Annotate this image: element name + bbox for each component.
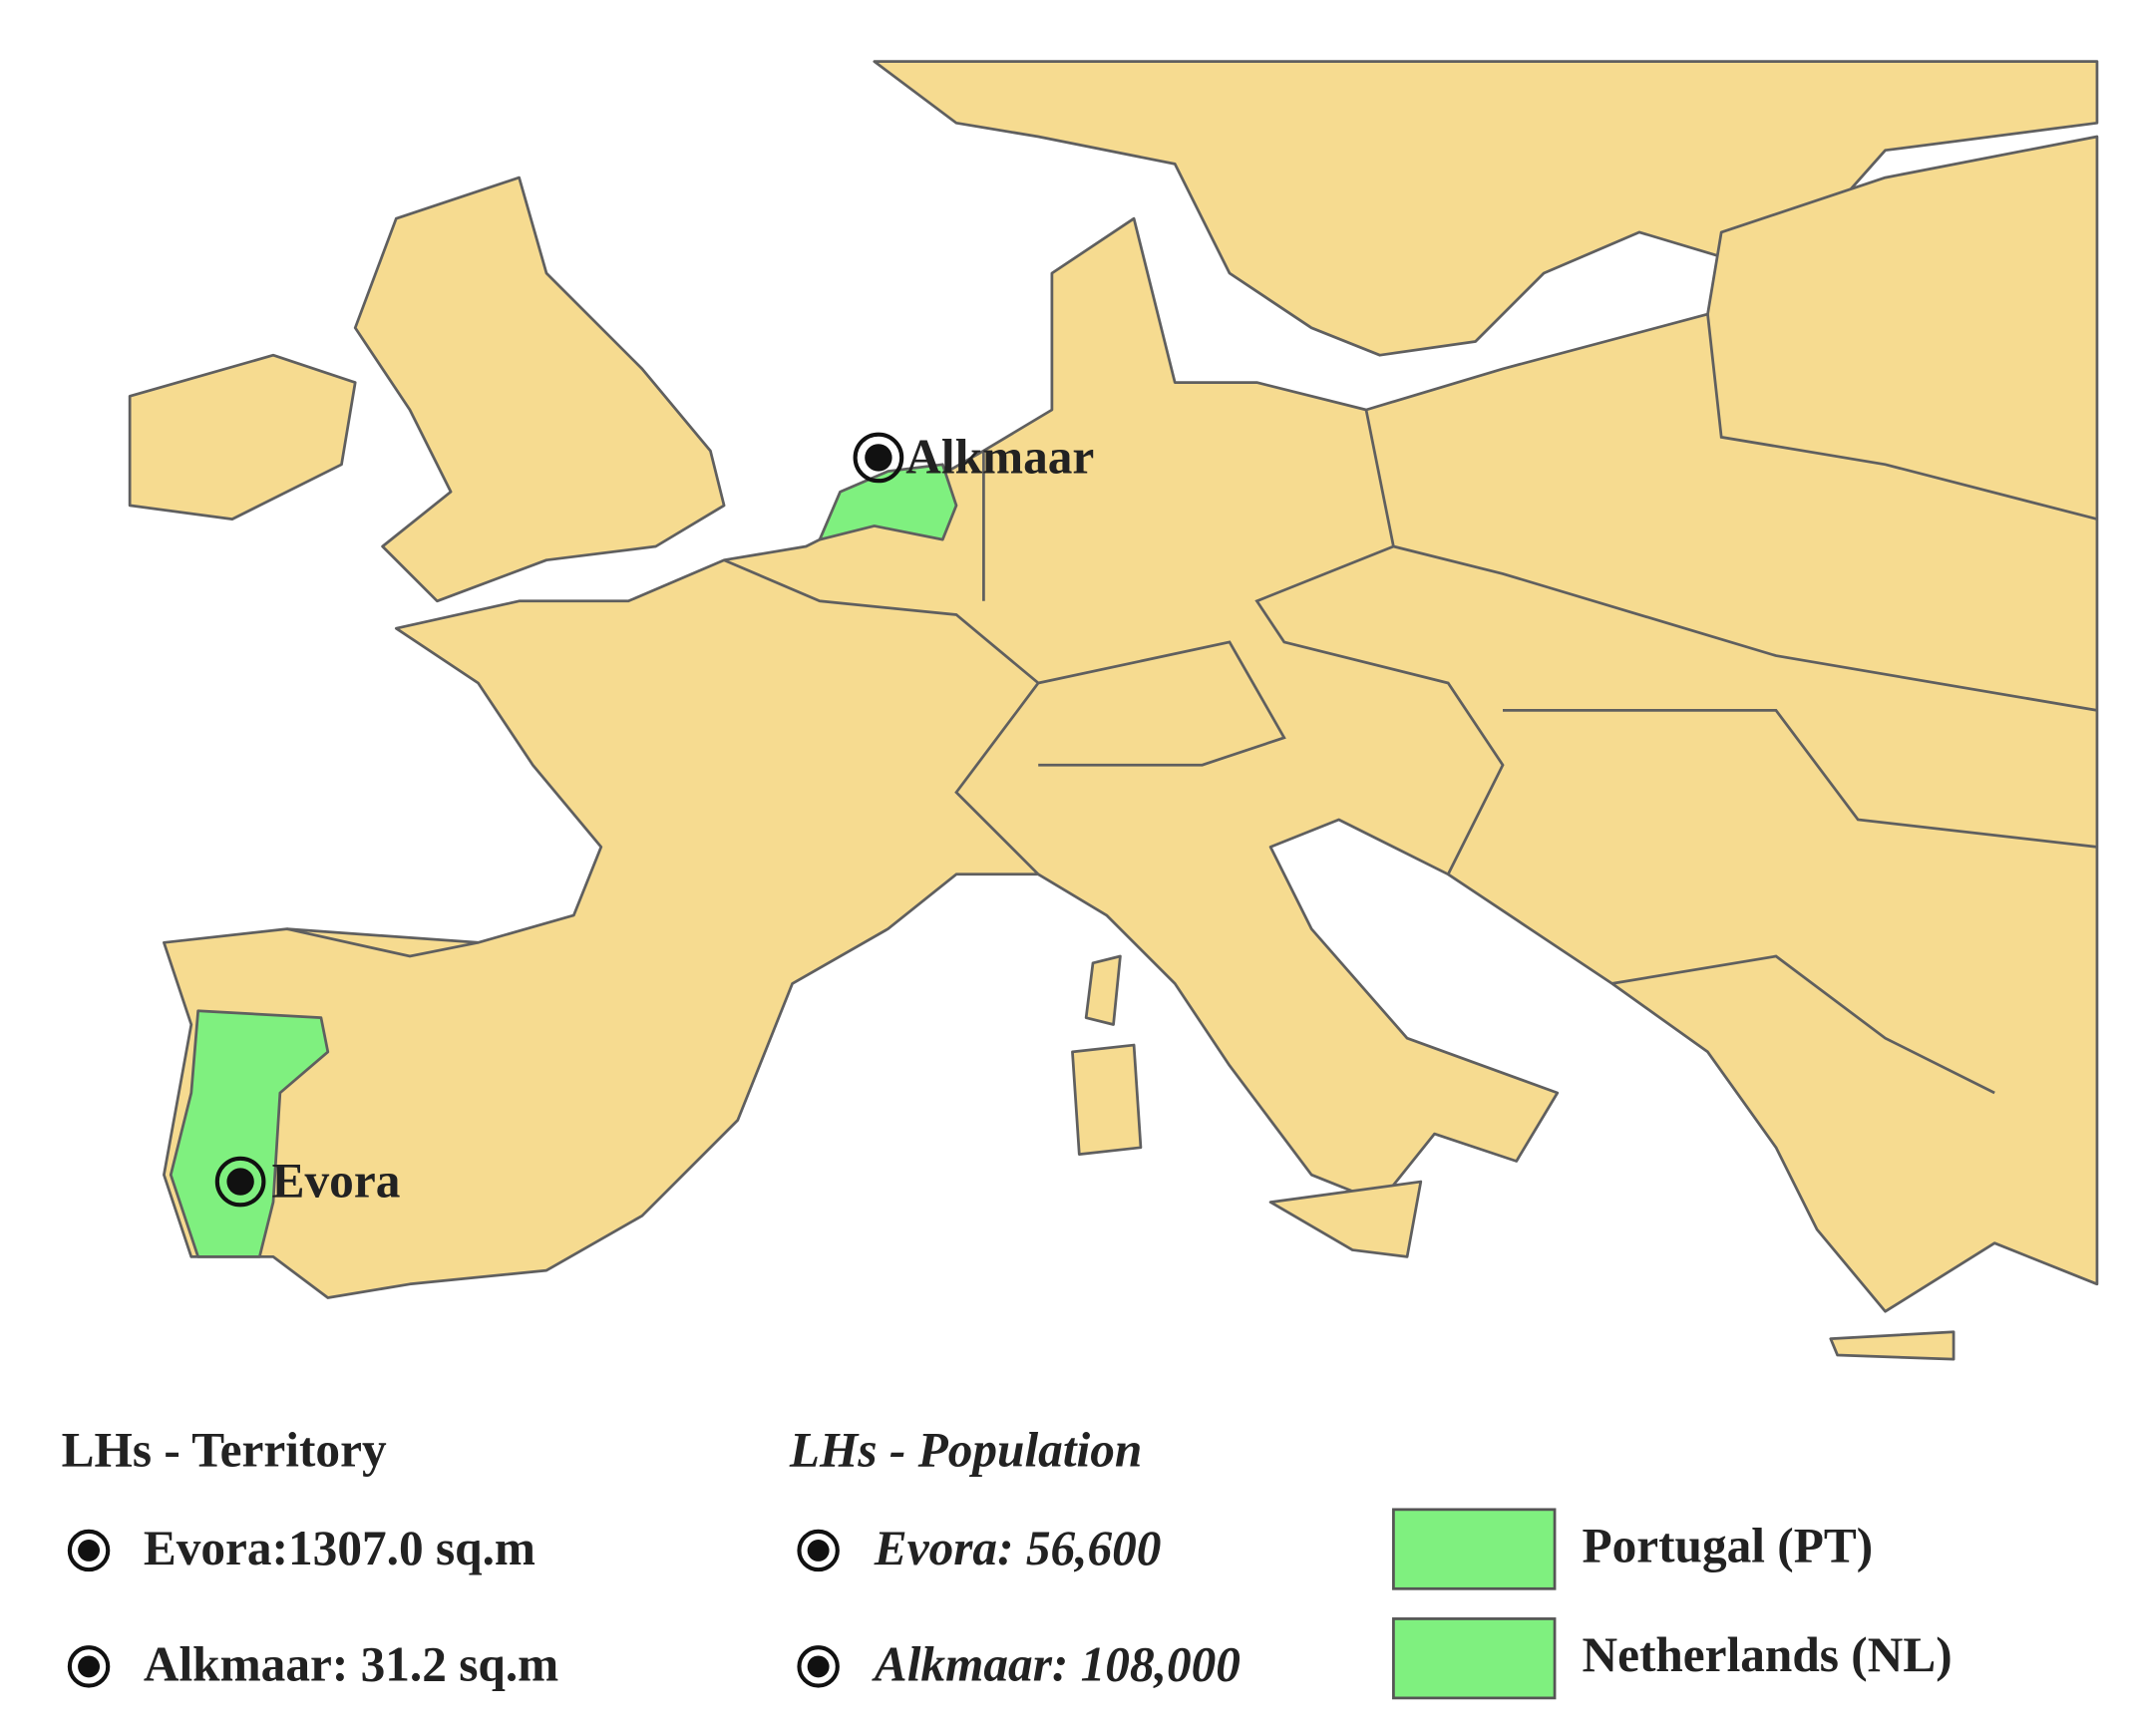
legend-bullet bbox=[807, 1539, 830, 1562]
legend-bullet bbox=[797, 1645, 840, 1688]
legend-item: Alkmaar: 31.2 sq.m bbox=[144, 1636, 558, 1691]
legend-item: Evora:1307.0 sq.m bbox=[144, 1521, 535, 1575]
sicily bbox=[1268, 1180, 1423, 1258]
city-marker bbox=[853, 432, 904, 484]
legend-swatch bbox=[1392, 1508, 1557, 1590]
legend-bullet bbox=[797, 1529, 840, 1572]
sardinia bbox=[1071, 1043, 1143, 1157]
legend-bullet bbox=[67, 1529, 111, 1572]
corsica bbox=[1084, 954, 1122, 1026]
legend-item: Evora: 56,600 bbox=[874, 1521, 1162, 1575]
netherlands bbox=[818, 463, 958, 541]
legend-country: Portugal (PT) bbox=[1582, 1518, 1873, 1572]
city-marker bbox=[214, 1156, 266, 1208]
city-label: Evora bbox=[272, 1153, 401, 1208]
scandinavia bbox=[873, 60, 2099, 357]
legend-bullet bbox=[78, 1539, 101, 1562]
legend-swatch bbox=[1392, 1617, 1557, 1700]
legend-bullet bbox=[67, 1645, 111, 1688]
legend-title: LHs - Territory bbox=[62, 1422, 387, 1477]
ireland bbox=[128, 353, 357, 521]
portugal bbox=[169, 1009, 330, 1258]
borders bbox=[286, 313, 2098, 1095]
map: Alkmaar Evora bbox=[128, 60, 2099, 1361]
legend-title: LHs - Population bbox=[789, 1422, 1142, 1477]
legend-country: Netherlands (NL) bbox=[1582, 1627, 1952, 1682]
legend-bullet bbox=[807, 1655, 830, 1678]
legend-bullet bbox=[78, 1655, 101, 1678]
crete bbox=[1829, 1330, 1955, 1361]
legend: LHs - Territory LHs - Population bbox=[62, 1422, 1143, 1477]
legend-item: Alkmaar: 108,000 bbox=[872, 1636, 1241, 1691]
continent bbox=[163, 135, 2099, 1313]
city-label: Alkmaar bbox=[905, 429, 1094, 484]
britain bbox=[353, 175, 726, 603]
